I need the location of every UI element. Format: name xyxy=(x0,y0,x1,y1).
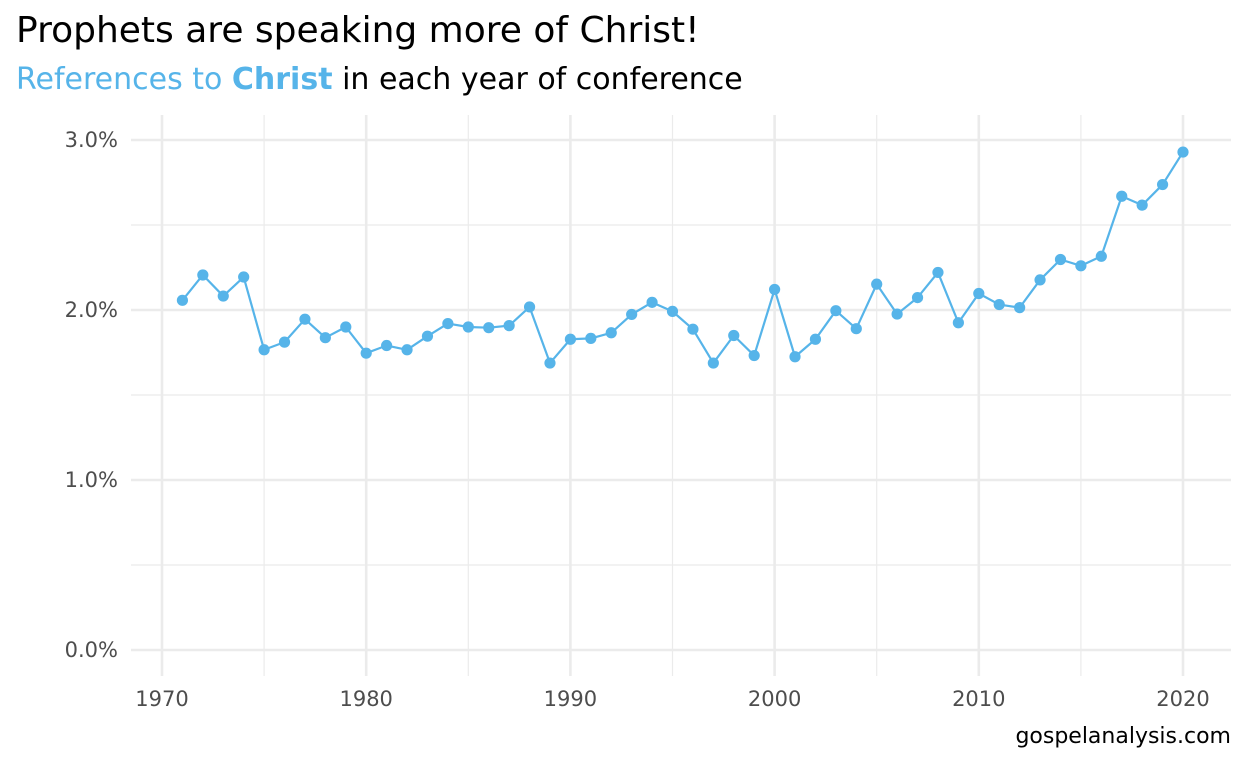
data-point xyxy=(911,291,924,304)
data-point xyxy=(483,322,495,334)
data-point xyxy=(1034,274,1046,286)
data-point xyxy=(932,266,944,279)
x-tick-label: 2000 xyxy=(748,687,801,711)
data-point xyxy=(176,294,189,306)
data-point xyxy=(442,318,454,330)
data-point xyxy=(626,308,638,321)
data-point xyxy=(1054,253,1067,266)
data-point xyxy=(993,298,1005,311)
subtitle-prefix: References to xyxy=(16,62,232,97)
data-point xyxy=(605,327,617,339)
data-point xyxy=(748,349,760,362)
data-point xyxy=(666,305,679,317)
x-tick-label: 1990 xyxy=(544,687,597,711)
data-point xyxy=(319,332,331,344)
chart-subtitle: References to Christ in each year of con… xyxy=(16,62,743,97)
data-point xyxy=(523,301,536,313)
series-line-group xyxy=(181,151,1184,365)
data-point xyxy=(789,351,801,363)
subtitle-suffix: in each year of conference xyxy=(332,62,743,97)
data-point xyxy=(381,339,393,352)
subtitle-keyword: Christ xyxy=(231,62,333,97)
data-point xyxy=(952,317,964,329)
major-gridlines xyxy=(131,115,1231,676)
data-point xyxy=(687,323,699,335)
data-point xyxy=(850,323,862,335)
y-tick-label: 1.0% xyxy=(65,468,118,492)
source-caption: gospelanalysis.com xyxy=(1015,724,1231,749)
x-axis-tick-labels: 1970 1980 1990 2000 2010 2020 xyxy=(135,687,1209,711)
data-point xyxy=(564,333,577,345)
x-tick-label: 2010 xyxy=(952,687,1005,711)
data-point xyxy=(462,321,474,333)
y-axis-tick-labels: 0.0% 1.0% 2.0% 3.0% xyxy=(65,128,118,662)
series-points-group xyxy=(176,146,1189,369)
x-tick-label: 1980 xyxy=(339,687,392,711)
data-point xyxy=(421,330,434,342)
series-line xyxy=(181,151,1184,365)
data-point xyxy=(1116,190,1128,202)
data-point xyxy=(1075,260,1087,272)
data-point xyxy=(646,296,658,308)
x-tick-label: 1970 xyxy=(135,687,188,711)
data-point xyxy=(809,333,822,345)
x-tick-label: 2020 xyxy=(1156,687,1209,711)
data-point xyxy=(217,290,229,302)
minor-gridlines xyxy=(131,115,1231,676)
data-point xyxy=(278,336,291,348)
data-point xyxy=(238,271,250,283)
chart-title: Prophets are speaking more of Christ! xyxy=(16,10,700,51)
data-point xyxy=(360,347,372,359)
data-point xyxy=(585,332,597,344)
y-tick-label: 2.0% xyxy=(65,298,118,322)
data-point xyxy=(707,357,719,369)
data-point xyxy=(503,320,515,332)
y-tick-label: 0.0% xyxy=(65,638,118,662)
data-point xyxy=(769,283,781,296)
data-point xyxy=(830,305,842,317)
data-point xyxy=(401,344,413,356)
data-point xyxy=(340,321,352,333)
data-point xyxy=(1014,302,1026,314)
data-point xyxy=(891,308,903,320)
data-point xyxy=(1177,146,1189,158)
data-point xyxy=(871,278,883,290)
data-point xyxy=(197,269,209,281)
data-point xyxy=(1156,178,1169,191)
data-point xyxy=(258,344,270,356)
data-point xyxy=(299,313,311,325)
y-tick-label: 3.0% xyxy=(65,128,118,152)
data-point xyxy=(1095,250,1107,262)
data-point xyxy=(544,357,556,369)
data-point xyxy=(973,287,985,300)
data-point xyxy=(728,329,740,342)
data-point xyxy=(1136,199,1148,211)
